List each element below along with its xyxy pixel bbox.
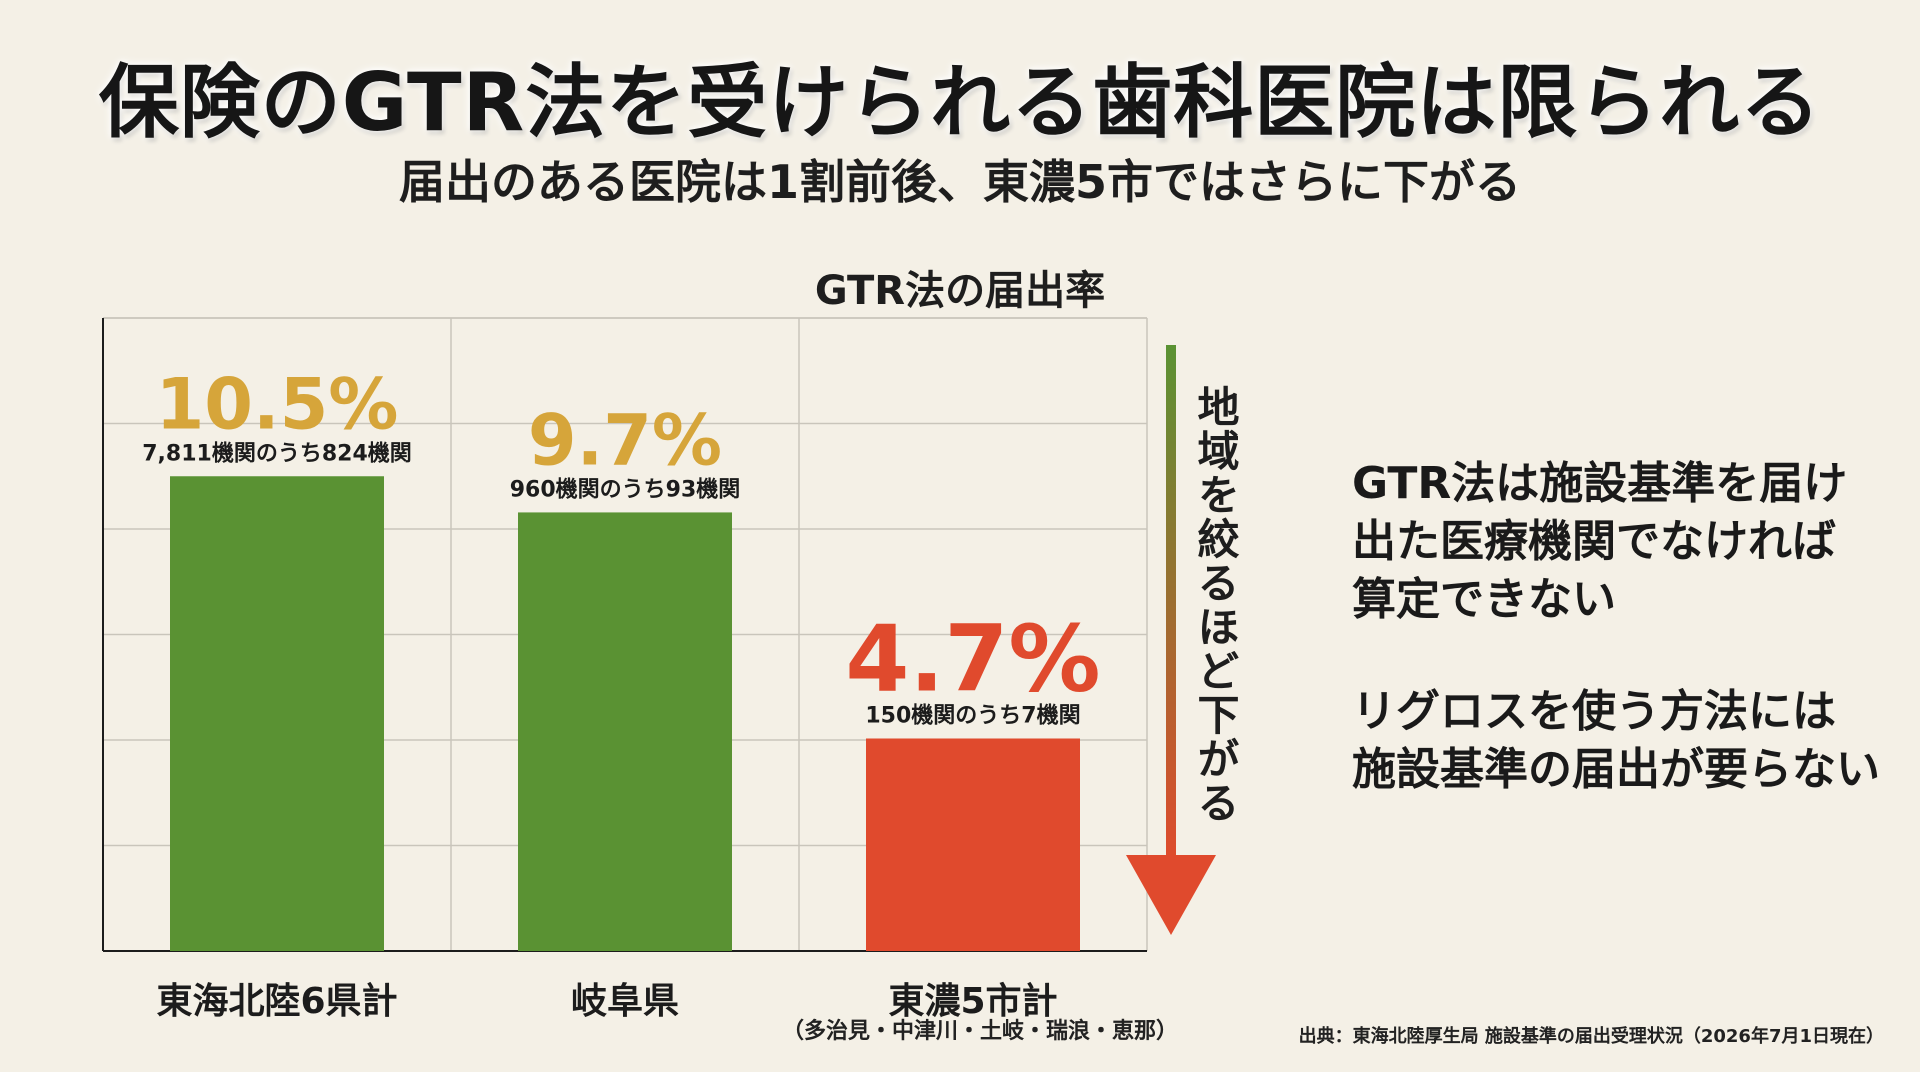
bar-detail-label: 960機関のうち93機関: [510, 477, 741, 502]
category-label: 岐阜県: [571, 981, 679, 1022]
down-arrow: [1126, 345, 1216, 935]
page-title: 保険のGTR法を受けられる歯科医院は限られる: [98, 56, 1822, 149]
bar: [170, 476, 384, 951]
page-subtitle: 届出のある医院は1割前後、東濃5市ではさらに下がる: [398, 155, 1521, 209]
category-label: 東海北陸6県計: [156, 981, 397, 1022]
arrow-label: 地域を絞るほど下がる: [1191, 385, 1240, 825]
bar: [518, 512, 732, 951]
down-arrow-shaft: [1166, 345, 1176, 865]
note-line: GTR法は施設基準を届け: [1352, 458, 1848, 509]
category-sub-label: （多治見・中津川・土岐・瑞浪・恵那）: [781, 1019, 1178, 1044]
note-regroth: リグロスを使う方法には 施設基準の届出が要らない: [1352, 683, 1892, 799]
bar-detail-label: 7,811機関のうち824機関: [142, 441, 412, 466]
bar-value-label: 10.5%: [156, 363, 399, 445]
note-gtr: GTR法は施設基準を届け 出た医療機関でなければ 算定できない: [1352, 455, 1892, 629]
bar-detail-label: 150機関のうち7機関: [865, 703, 1080, 728]
bar-value-label: 4.7%: [845, 605, 1100, 712]
note-line: リグロスを使う方法には: [1352, 686, 1836, 737]
bar: [866, 738, 1080, 951]
down-arrow-head: [1126, 855, 1216, 935]
note-line: 施設基準の届出が要らない: [1352, 744, 1880, 795]
chart-title: GTR法の届出率: [814, 268, 1106, 314]
category-label: 東濃5市計: [888, 981, 1057, 1022]
bar-value-label: 9.7%: [528, 399, 722, 481]
note-line: 算定できない: [1352, 574, 1616, 625]
source-note: 出典：東海北陸厚生局 施設基準の届出受理状況（2026年7月1日現在）: [1298, 1026, 1884, 1047]
note-line: 出た医療機関でなければ: [1352, 516, 1836, 567]
chart-bars: [170, 476, 1080, 951]
